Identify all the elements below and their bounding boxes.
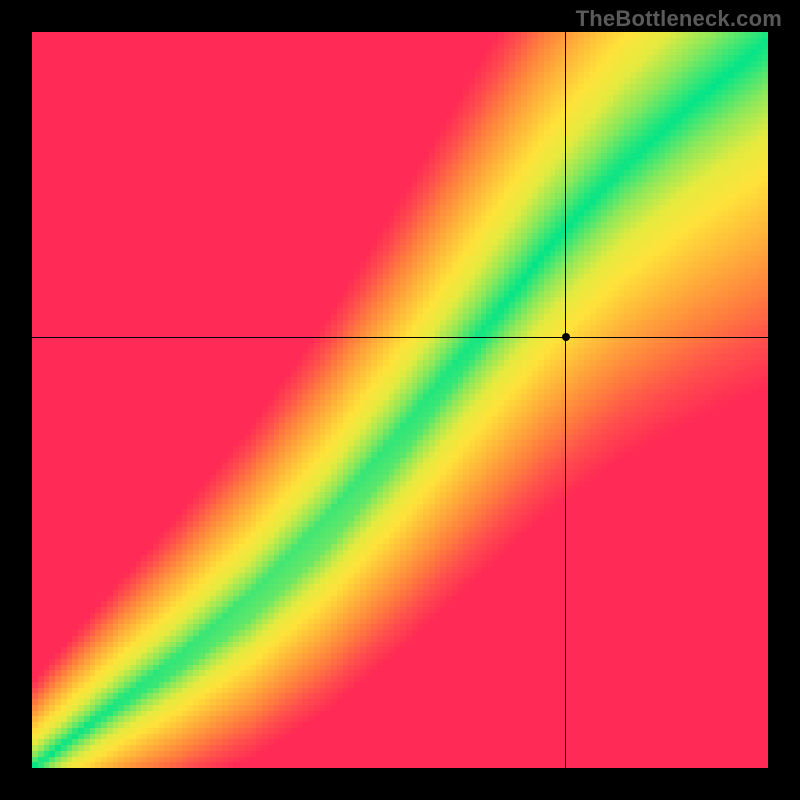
marker-dot <box>562 333 570 341</box>
watermark-text: TheBottleneck.com <box>576 6 782 32</box>
crosshair-vertical <box>565 32 566 768</box>
crosshair-horizontal <box>32 337 768 338</box>
chart-container: TheBottleneck.com <box>0 0 800 800</box>
bottleneck-heatmap <box>32 32 768 768</box>
